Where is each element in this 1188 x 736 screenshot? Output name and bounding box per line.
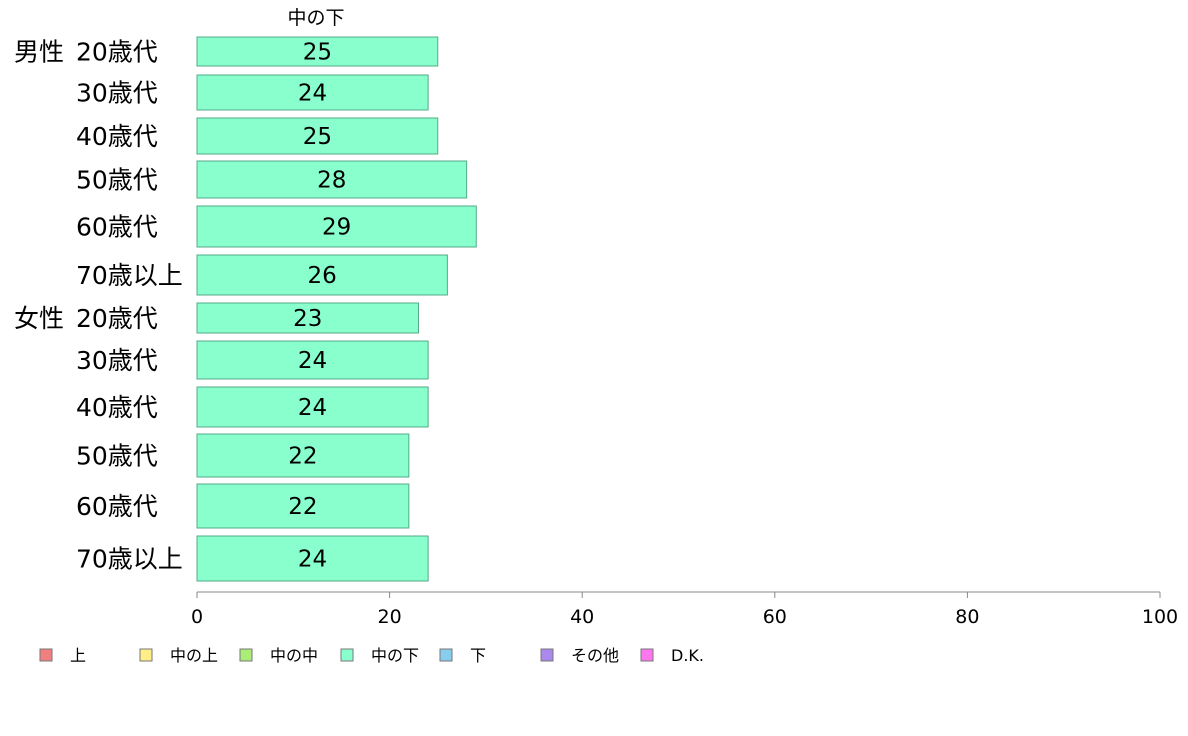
category-label: 20歳代 [76, 38, 158, 67]
x-tick-label: 40 [570, 606, 594, 628]
legend-swatch [540, 648, 554, 662]
data-label: 29 [322, 215, 351, 241]
bars-layer: 25 24 25 28 29 26 23 24 24 22 22 24 [196, 36, 477, 582]
legend-label: 中の上 [170, 646, 218, 665]
x-tick-label: 60 [763, 606, 787, 628]
legend-label: その他 [571, 646, 619, 665]
bar [196, 205, 477, 248]
bar [196, 433, 410, 478]
data-label: 25 [303, 124, 332, 150]
data-label: 23 [293, 306, 322, 332]
legend-label: 上 [70, 646, 86, 665]
legend-swatch [39, 648, 53, 662]
category-label: 30歳代 [76, 346, 158, 375]
x-axis: 0 20 40 60 80 100 [191, 591, 1178, 628]
data-label: 24 [298, 348, 327, 374]
bar [196, 535, 429, 582]
category-label: 40歳代 [76, 393, 158, 422]
category-label: 70歳以上 [76, 545, 183, 574]
legend-label: D.K. [671, 646, 704, 665]
x-tick-label: 0 [191, 606, 203, 628]
bar [196, 483, 410, 529]
bar [196, 254, 448, 296]
category-label: 20歳代 [76, 304, 158, 333]
data-label: 28 [317, 168, 346, 194]
data-label: 26 [308, 263, 337, 289]
legend-swatch [340, 648, 354, 662]
category-label: 40歳代 [76, 122, 158, 151]
x-tick-label: 20 [378, 606, 402, 628]
category-label: 30歳代 [76, 79, 158, 108]
bar [196, 74, 429, 111]
bar [196, 160, 468, 199]
legend-swatch [439, 648, 453, 662]
legend-label: 中の下 [371, 646, 419, 665]
legend-swatch [139, 648, 153, 662]
legend-swatch [640, 648, 654, 662]
group-label: 男性 [14, 38, 64, 67]
data-label: 25 [303, 40, 332, 66]
legend-swatch [239, 648, 253, 662]
bar [196, 340, 429, 380]
chart-title: 中の下 [287, 7, 344, 29]
legend: 上 中の上 中の中 中の下 下 その他 D.K. [39, 646, 704, 665]
category-label: 60歳代 [76, 213, 158, 242]
bar [196, 117, 439, 155]
data-label: 24 [298, 395, 327, 421]
category-label: 50歳代 [76, 166, 158, 195]
x-tick-label: 100 [1142, 606, 1178, 628]
bar [196, 302, 419, 334]
data-label: 22 [288, 494, 317, 520]
category-label: 50歳代 [76, 442, 158, 471]
legend-label: 中の中 [270, 646, 318, 665]
legend-label: 下 [470, 646, 486, 665]
data-label: 22 [288, 444, 317, 470]
data-label: 24 [298, 547, 327, 573]
category-label: 70歳以上 [76, 261, 183, 290]
bar [196, 386, 429, 428]
bar [196, 36, 439, 67]
category-label: 60歳代 [76, 492, 158, 521]
data-label: 24 [298, 81, 327, 107]
group-label: 女性 [14, 304, 64, 333]
x-tick-label: 80 [955, 606, 979, 628]
